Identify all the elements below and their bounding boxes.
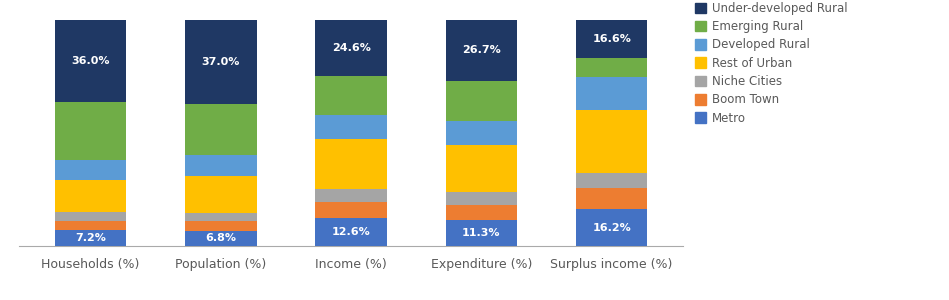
Bar (576, 77, 647, 110)
Bar (55, 101, 126, 160)
Bar (55, 230, 126, 246)
Bar (576, 173, 647, 188)
Bar (55, 221, 126, 230)
Legend: Under-developed Rural, Emerging Rural, Developed Rural, Rest of Urban, Niche Cit: Under-developed Rural, Emerging Rural, D… (690, 0, 853, 130)
Bar (315, 139, 387, 189)
Bar (185, 221, 256, 231)
Bar (185, 176, 256, 213)
Text: 12.6%: 12.6% (332, 227, 370, 237)
Bar (446, 192, 517, 205)
Text: 11.3%: 11.3% (462, 228, 501, 238)
Bar (446, 81, 517, 121)
Bar (446, 20, 517, 81)
Bar (185, 104, 256, 155)
Bar (446, 205, 517, 220)
Bar (315, 20, 387, 76)
Bar (576, 188, 647, 209)
Text: 7.2%: 7.2% (75, 233, 106, 243)
Bar (576, 110, 647, 173)
Bar (446, 220, 517, 246)
Bar (185, 155, 256, 176)
Text: 36.0%: 36.0% (71, 56, 110, 66)
Bar (55, 160, 126, 180)
Bar (315, 76, 387, 115)
Bar (185, 213, 256, 221)
Text: 37.0%: 37.0% (202, 57, 240, 67)
Bar (185, 231, 256, 246)
Text: 6.8%: 6.8% (205, 233, 236, 243)
Bar (446, 121, 517, 145)
Bar (576, 20, 647, 58)
Bar (446, 145, 517, 192)
Bar (576, 209, 647, 246)
Bar (55, 212, 126, 221)
Text: 16.2%: 16.2% (592, 223, 631, 233)
Bar (315, 202, 387, 218)
Bar (55, 20, 126, 101)
Text: 16.6%: 16.6% (592, 34, 631, 44)
Bar (185, 20, 256, 104)
Text: 26.7%: 26.7% (462, 45, 501, 56)
Bar (315, 115, 387, 139)
Bar (576, 58, 647, 77)
Text: 24.6%: 24.6% (332, 43, 370, 53)
Bar (55, 180, 126, 212)
Bar (315, 218, 387, 246)
Bar (315, 189, 387, 202)
